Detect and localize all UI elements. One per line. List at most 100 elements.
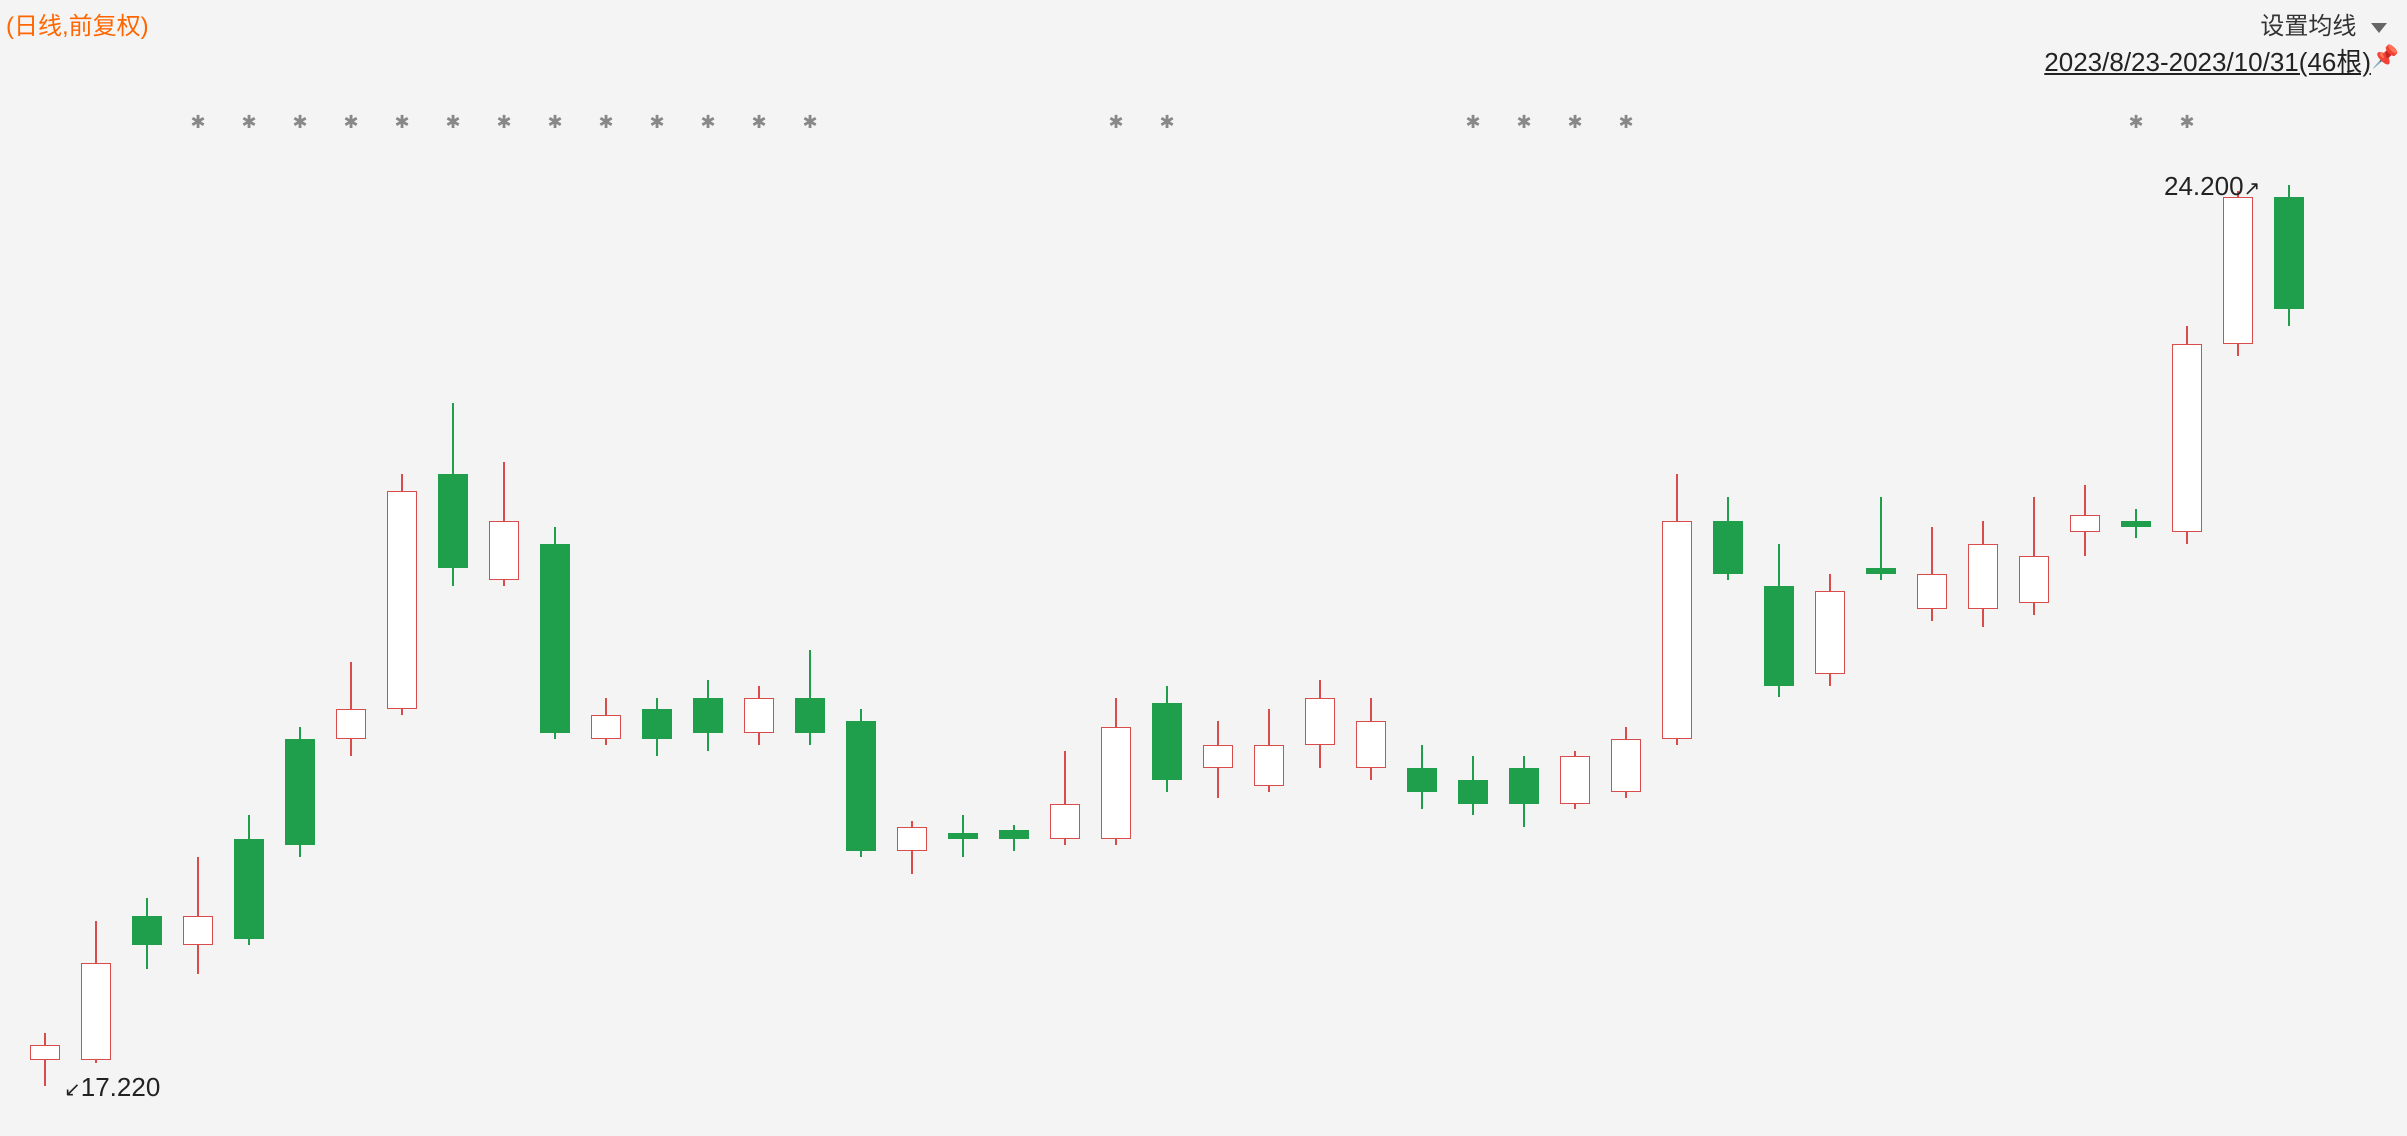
candle[interactable] <box>387 120 417 1110</box>
candle-body <box>1662 521 1692 739</box>
candle[interactable] <box>285 120 315 1110</box>
candle-body <box>1509 768 1539 803</box>
candle-body <box>642 709 672 738</box>
settings-ma-label: 设置均线 <box>2260 13 2356 40</box>
candle[interactable] <box>897 120 927 1110</box>
candle[interactable] <box>744 120 774 1110</box>
candle[interactable] <box>948 120 978 1110</box>
date-range-label[interactable]: 2023/8/23-2023/10/31(46根) <box>2044 42 2371 79</box>
price-low-label: ↙17.220 <box>64 1072 160 1103</box>
marker-icon: ✱ <box>1465 112 1480 133</box>
candle-body <box>1305 698 1335 745</box>
candle-body <box>1866 568 1896 574</box>
candle-body <box>2019 556 2049 603</box>
candle-body <box>285 739 315 845</box>
candle[interactable] <box>591 120 621 1110</box>
candle[interactable] <box>1560 120 1590 1110</box>
candle[interactable] <box>1152 120 1182 1110</box>
marker-icon: ✱ <box>394 112 409 133</box>
candle-body <box>744 698 774 733</box>
candle[interactable] <box>846 120 876 1110</box>
candle[interactable] <box>81 120 111 1110</box>
candle-body <box>2172 344 2202 533</box>
marker-icon: ✱ <box>2128 112 2143 133</box>
dropdown-icon <box>2371 23 2387 33</box>
candle-body <box>1611 739 1641 792</box>
candle-body <box>999 830 1029 839</box>
candle[interactable] <box>795 120 825 1110</box>
marker-icon: ✱ <box>2179 112 2194 133</box>
candle[interactable] <box>693 120 723 1110</box>
marker-icon: ✱ <box>1618 112 1633 133</box>
candle[interactable] <box>1764 120 1794 1110</box>
candle[interactable] <box>2121 120 2151 1110</box>
candle[interactable] <box>1101 120 1131 1110</box>
candle-body <box>1713 521 1743 574</box>
candle[interactable] <box>642 120 672 1110</box>
settings-ma-button[interactable]: 设置均线 <box>2260 6 2387 41</box>
candle[interactable] <box>234 120 264 1110</box>
candle-body <box>1764 586 1794 686</box>
candle[interactable] <box>1713 120 1743 1110</box>
candle[interactable] <box>1254 120 1284 1110</box>
candle[interactable] <box>2274 120 2304 1110</box>
candle-body <box>2274 197 2304 309</box>
marker-icon: ✱ <box>445 112 460 133</box>
candle[interactable] <box>183 120 213 1110</box>
price-high-label: 24.200↗ <box>2164 171 2260 202</box>
candle-body <box>2121 521 2151 527</box>
candle[interactable] <box>1917 120 1947 1110</box>
marker-icon: ✱ <box>241 112 256 133</box>
candle[interactable] <box>438 120 468 1110</box>
marker-icon: ✱ <box>1516 112 1531 133</box>
marker-icon: ✱ <box>343 112 358 133</box>
candle-body <box>693 698 723 733</box>
candle-body <box>2223 197 2253 344</box>
candle[interactable] <box>1203 120 1233 1110</box>
candle[interactable] <box>1407 120 1437 1110</box>
candle[interactable] <box>999 120 1029 1110</box>
chart-title: (日线,前复权) <box>6 6 149 41</box>
candle-body <box>387 491 417 709</box>
marker-icon: ✱ <box>1567 112 1582 133</box>
candle-body <box>1407 768 1437 792</box>
marker-icon: ✱ <box>802 112 817 133</box>
candle-body <box>1203 745 1233 769</box>
candle-body <box>1050 804 1080 839</box>
candle[interactable] <box>1050 120 1080 1110</box>
candle[interactable] <box>489 120 519 1110</box>
candle[interactable] <box>2070 120 2100 1110</box>
marker-icon: ✱ <box>292 112 307 133</box>
candle-body <box>1152 703 1182 780</box>
marker-icon: ✱ <box>496 112 511 133</box>
candle-body <box>1917 574 1947 609</box>
candle-body <box>591 715 621 739</box>
candle[interactable] <box>1866 120 1896 1110</box>
candle[interactable] <box>132 120 162 1110</box>
pin-icon[interactable]: 📌 <box>2372 44 2399 70</box>
candle[interactable] <box>30 120 60 1110</box>
candle-body <box>489 521 519 580</box>
marker-icon: ✱ <box>1108 112 1123 133</box>
candle[interactable] <box>1815 120 1845 1110</box>
candle[interactable] <box>2019 120 2049 1110</box>
candle-body <box>1815 591 1845 674</box>
candle-body <box>1560 756 1590 803</box>
candle[interactable] <box>1305 120 1335 1110</box>
candle[interactable] <box>1611 120 1641 1110</box>
candle-body <box>438 474 468 568</box>
candle[interactable] <box>540 120 570 1110</box>
candle[interactable] <box>1662 120 1692 1110</box>
candle-body <box>1254 745 1284 786</box>
candle-body <box>1356 721 1386 768</box>
candle[interactable] <box>1968 120 1998 1110</box>
candle[interactable] <box>2223 120 2253 1110</box>
candle[interactable] <box>1509 120 1539 1110</box>
candle-body <box>30 1045 60 1060</box>
candle-body <box>81 963 111 1061</box>
candle[interactable] <box>1458 120 1488 1110</box>
candle[interactable] <box>1356 120 1386 1110</box>
plot-area[interactable] <box>30 120 2380 1110</box>
candle[interactable] <box>336 120 366 1110</box>
candle[interactable] <box>2172 120 2202 1110</box>
